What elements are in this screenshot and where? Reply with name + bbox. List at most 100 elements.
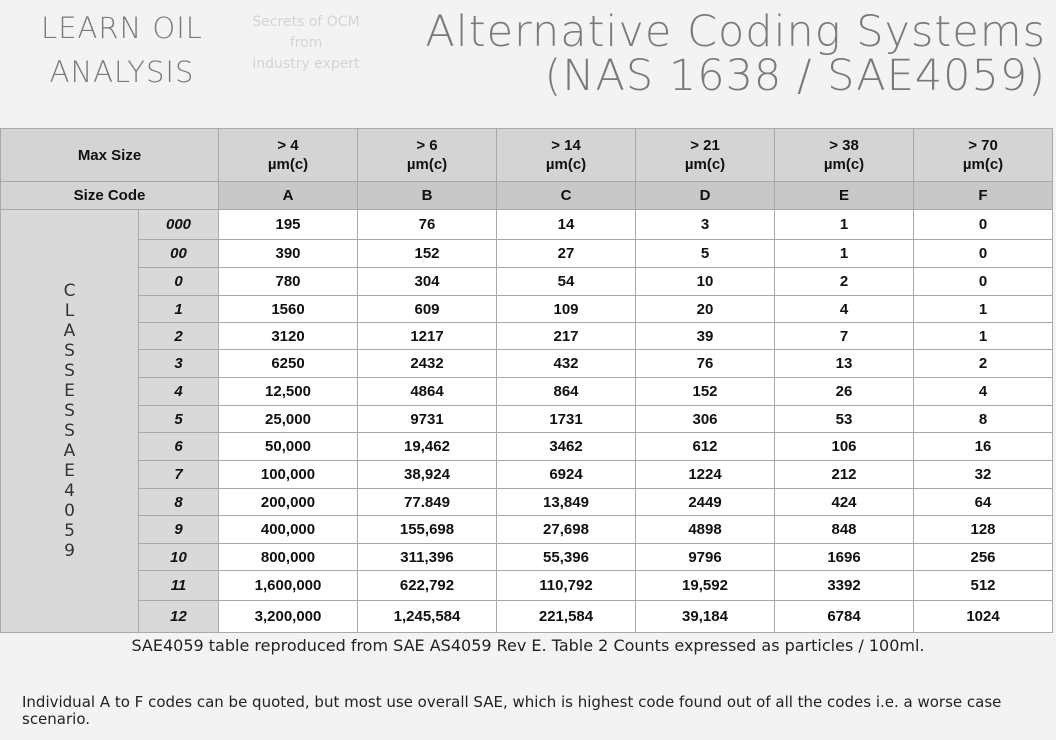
count-cell: 4 [774,295,914,323]
count-cell: 217 [496,322,636,350]
class-code: 12 [138,600,219,633]
count-cell: 1 [913,295,1053,323]
table-row: 4 12,500 4864 864 152 26 4 [1,377,1053,406]
count-cell: 1696 [774,543,914,571]
table-row: 5 25,000 9731 1731 306 53 8 [1,405,1053,433]
count-cell: 2 [774,267,914,296]
count-cell: 106 [774,432,914,461]
size-code-a: A [218,181,358,210]
count-cell: 27,698 [496,515,636,544]
count-cell: 6924 [496,460,636,489]
classes-side-text: CLASSES SAE4059 [63,281,76,561]
count-cell: 848 [774,515,914,544]
count-cell: 304 [357,267,497,296]
count-cell: 1 [913,322,1053,350]
count-cell: 1731 [496,405,636,433]
count-cell: 432 [496,349,636,378]
count-cell: 39 [635,322,775,350]
class-code: 00 [138,239,219,268]
count-cell: 77.849 [357,488,497,516]
max-size-f: > 70 µm(c) [913,128,1053,182]
size-code-label: Size Code [0,181,219,210]
count-cell: 55,396 [496,543,636,571]
count-cell: 13,849 [496,488,636,516]
count-cell: 13 [774,349,914,378]
count-cell: 609 [357,295,497,323]
count-cell: 19,462 [357,432,497,461]
class-code: 11 [138,570,219,601]
class-code: 9 [138,515,219,544]
class-code: 7 [138,460,219,489]
sae4059-table: Max Size > 4 µm(c) > 6 µm(c) > 14 µm(c) > 2… [0,128,1053,633]
class-code: 6 [138,432,219,461]
count-cell: 19,592 [635,570,775,601]
count-cell: 1 [774,239,914,268]
class-code: 8 [138,488,219,516]
max-size-unit: µm(c) [684,156,726,173]
count-cell: 25,000 [218,405,358,433]
count-cell: 221,584 [496,600,636,633]
count-cell: 12,500 [218,377,358,406]
size-code-f: F [913,181,1053,210]
size-code-d: D [635,181,775,210]
count-cell: 311,396 [357,543,497,571]
count-cell: 155,698 [357,515,497,544]
count-cell: 1 [774,209,914,240]
max-size-value: > 14 [551,137,581,154]
title-line-2: (NAS 1638 / SAE4059) [544,51,1046,101]
count-cell: 27 [496,239,636,268]
class-code: 000 [138,209,219,240]
table-row: 0 780 304 54 10 2 0 [1,267,1053,296]
count-cell: 3392 [774,570,914,601]
count-cell: 76 [635,349,775,378]
count-cell: 0 [913,209,1053,240]
max-size-d: > 21 µm(c) [635,128,775,182]
count-cell: 76 [357,209,497,240]
count-cell: 100,000 [218,460,358,489]
count-cell: 0 [913,267,1053,296]
max-size-unit: µm(c) [406,156,448,173]
size-code-c: C [496,181,636,210]
class-code: 4 [138,377,219,406]
class-code: 10 [138,543,219,571]
max-size-b: > 6 µm(c) [357,128,497,182]
count-cell: 14 [496,209,636,240]
brand-logo: LEARN OIL ANALYSIS [22,6,222,94]
title-line-1: Alternative Coding Systems [425,7,1046,57]
count-cell: 1217 [357,322,497,350]
size-code-b: B [357,181,497,210]
page-header: LEARN OIL ANALYSIS Secrets of OCM from i… [0,0,1056,126]
max-size-a: > 4 µm(c) [218,128,358,182]
brand-line-2: ANALYSIS [49,55,195,89]
table-body: CLASSES SAE4059 000 195 76 14 3 1 0 00 390 152 27 5 1… [0,209,1053,633]
table-row: 12 3,200,000 1,245,584 221,584 39,184 6784 102… [1,600,1053,633]
count-cell: 2432 [357,349,497,378]
max-size-label: Max Size [0,128,219,182]
max-size-value: > 4 [277,137,299,154]
max-size-unit: µm(c) [823,156,865,173]
count-cell: 424 [774,488,914,516]
count-cell: 50,000 [218,432,358,461]
max-size-unit: µm(c) [267,156,309,173]
count-cell: 9796 [635,543,775,571]
count-cell: 3462 [496,432,636,461]
max-size-value: > 70 [968,137,998,154]
count-cell: 612 [635,432,775,461]
class-code: 5 [138,405,219,433]
table-row: 9 400,000 155,698 27,698 4898 848 128 [1,515,1053,544]
table-row: CLASSES SAE4059 000 195 76 14 3 1 0 [0,209,1053,633]
count-cell: 1024 [913,600,1053,633]
count-cell: 26 [774,377,914,406]
count-cell: 4 [913,377,1053,406]
source-note: SAE4059 table reproduced from SAE AS4059… [131,636,925,655]
count-cell: 3120 [218,322,358,350]
count-cell: 200,000 [218,488,358,516]
count-cell: 512 [913,570,1053,601]
max-size-value: > 6 [416,137,438,154]
count-cell: 5 [635,239,775,268]
count-cell: 212 [774,460,914,489]
brand-line-1: LEARN OIL [41,11,203,45]
count-cell: 53 [774,405,914,433]
size-code-e: E [774,181,914,210]
count-cell: 16 [913,432,1053,461]
